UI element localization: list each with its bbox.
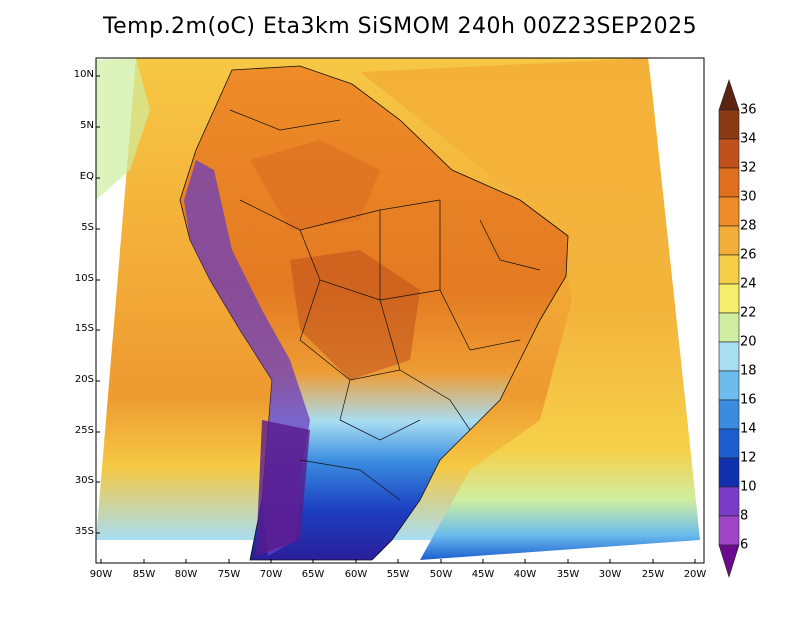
colorbar-label: 10 xyxy=(740,479,757,495)
lat-tick-label: EQ xyxy=(79,171,94,182)
lon-tick-label: 60W xyxy=(344,569,368,580)
colorbar-label: 26 xyxy=(740,247,757,263)
lat-tick-label: 25S xyxy=(74,425,94,436)
colorbar-label: 12 xyxy=(740,450,757,466)
colorbar-label: 28 xyxy=(740,218,757,234)
colorbar-bin xyxy=(718,515,740,546)
lon-tick-label: 55W xyxy=(386,569,410,580)
lat-tick-label: 20S xyxy=(74,374,94,385)
colorbar-bin xyxy=(718,109,740,140)
lat-tick-label: 5S xyxy=(81,222,94,233)
lon-tick-label: 45W xyxy=(471,569,495,580)
colorbar-bin xyxy=(718,283,740,314)
colorbar-label: 22 xyxy=(740,305,757,321)
colorbar-label: 30 xyxy=(740,189,757,205)
lon-tick-label: 35W xyxy=(556,569,580,580)
colorbar-label: 16 xyxy=(740,392,757,408)
colorbar-bin xyxy=(718,457,740,488)
colorbar-bin xyxy=(718,196,740,227)
colorbar-label: 34 xyxy=(740,131,757,147)
lon-tick-label: 85W xyxy=(132,569,156,580)
colorbar-bin xyxy=(718,370,740,401)
colorbar-bin xyxy=(718,312,740,343)
colorbar-bin xyxy=(718,399,740,430)
lat-tick-label: 30S xyxy=(74,475,94,486)
lat-tick-label: 5N xyxy=(80,120,94,131)
colorbar-bin xyxy=(718,486,740,517)
lon-tick-label: 40W xyxy=(513,569,537,580)
colorbar-bin xyxy=(718,428,740,459)
colorbar-cap-top xyxy=(718,79,740,111)
colorbar-bin xyxy=(718,254,740,285)
lon-tick-label: 30W xyxy=(598,569,622,580)
colorbar-label: 18 xyxy=(740,363,757,379)
map-title: Temp.2m(oC) Eta3km SiSMOM 240h 00Z23SEP2… xyxy=(102,14,698,39)
colorbar-label: 6 xyxy=(740,537,749,553)
lon-tick-label: 80W xyxy=(174,569,198,580)
colorbar-bin xyxy=(718,138,740,169)
lon-tick-label: 20W xyxy=(683,569,707,580)
lon-tick-label: 50W xyxy=(429,569,453,580)
colorbar-label: 32 xyxy=(740,160,757,176)
lat-tick-label: 35S xyxy=(74,526,94,537)
colorbar-label: 14 xyxy=(740,421,757,437)
political-borders xyxy=(229,109,541,501)
colorbar-bin xyxy=(718,341,740,372)
south-america-landmass xyxy=(179,65,569,561)
colorbar-label: 8 xyxy=(740,508,749,524)
lon-tick-label: 90W xyxy=(89,569,113,580)
lat-tick-label: 15S xyxy=(74,323,94,334)
map-frame xyxy=(95,57,705,564)
lon-tick-label: 65W xyxy=(301,569,325,580)
colorbar-cap-bottom xyxy=(718,544,740,579)
colorbar-bin xyxy=(718,225,740,256)
lat-tick-label: 10N xyxy=(73,69,94,80)
lon-tick-label: 70W xyxy=(259,569,283,580)
lon-tick-label: 25W xyxy=(641,569,665,580)
colorbar-label: 20 xyxy=(740,334,757,350)
colorbar-bin xyxy=(718,167,740,198)
colorbar-label: 36 xyxy=(740,102,757,118)
lon-tick-label: 75W xyxy=(217,569,241,580)
colorbar-label: 24 xyxy=(740,276,757,292)
lat-tick-label: 10S xyxy=(74,273,94,284)
axis-ticks xyxy=(96,75,696,563)
colorbar xyxy=(718,79,740,579)
